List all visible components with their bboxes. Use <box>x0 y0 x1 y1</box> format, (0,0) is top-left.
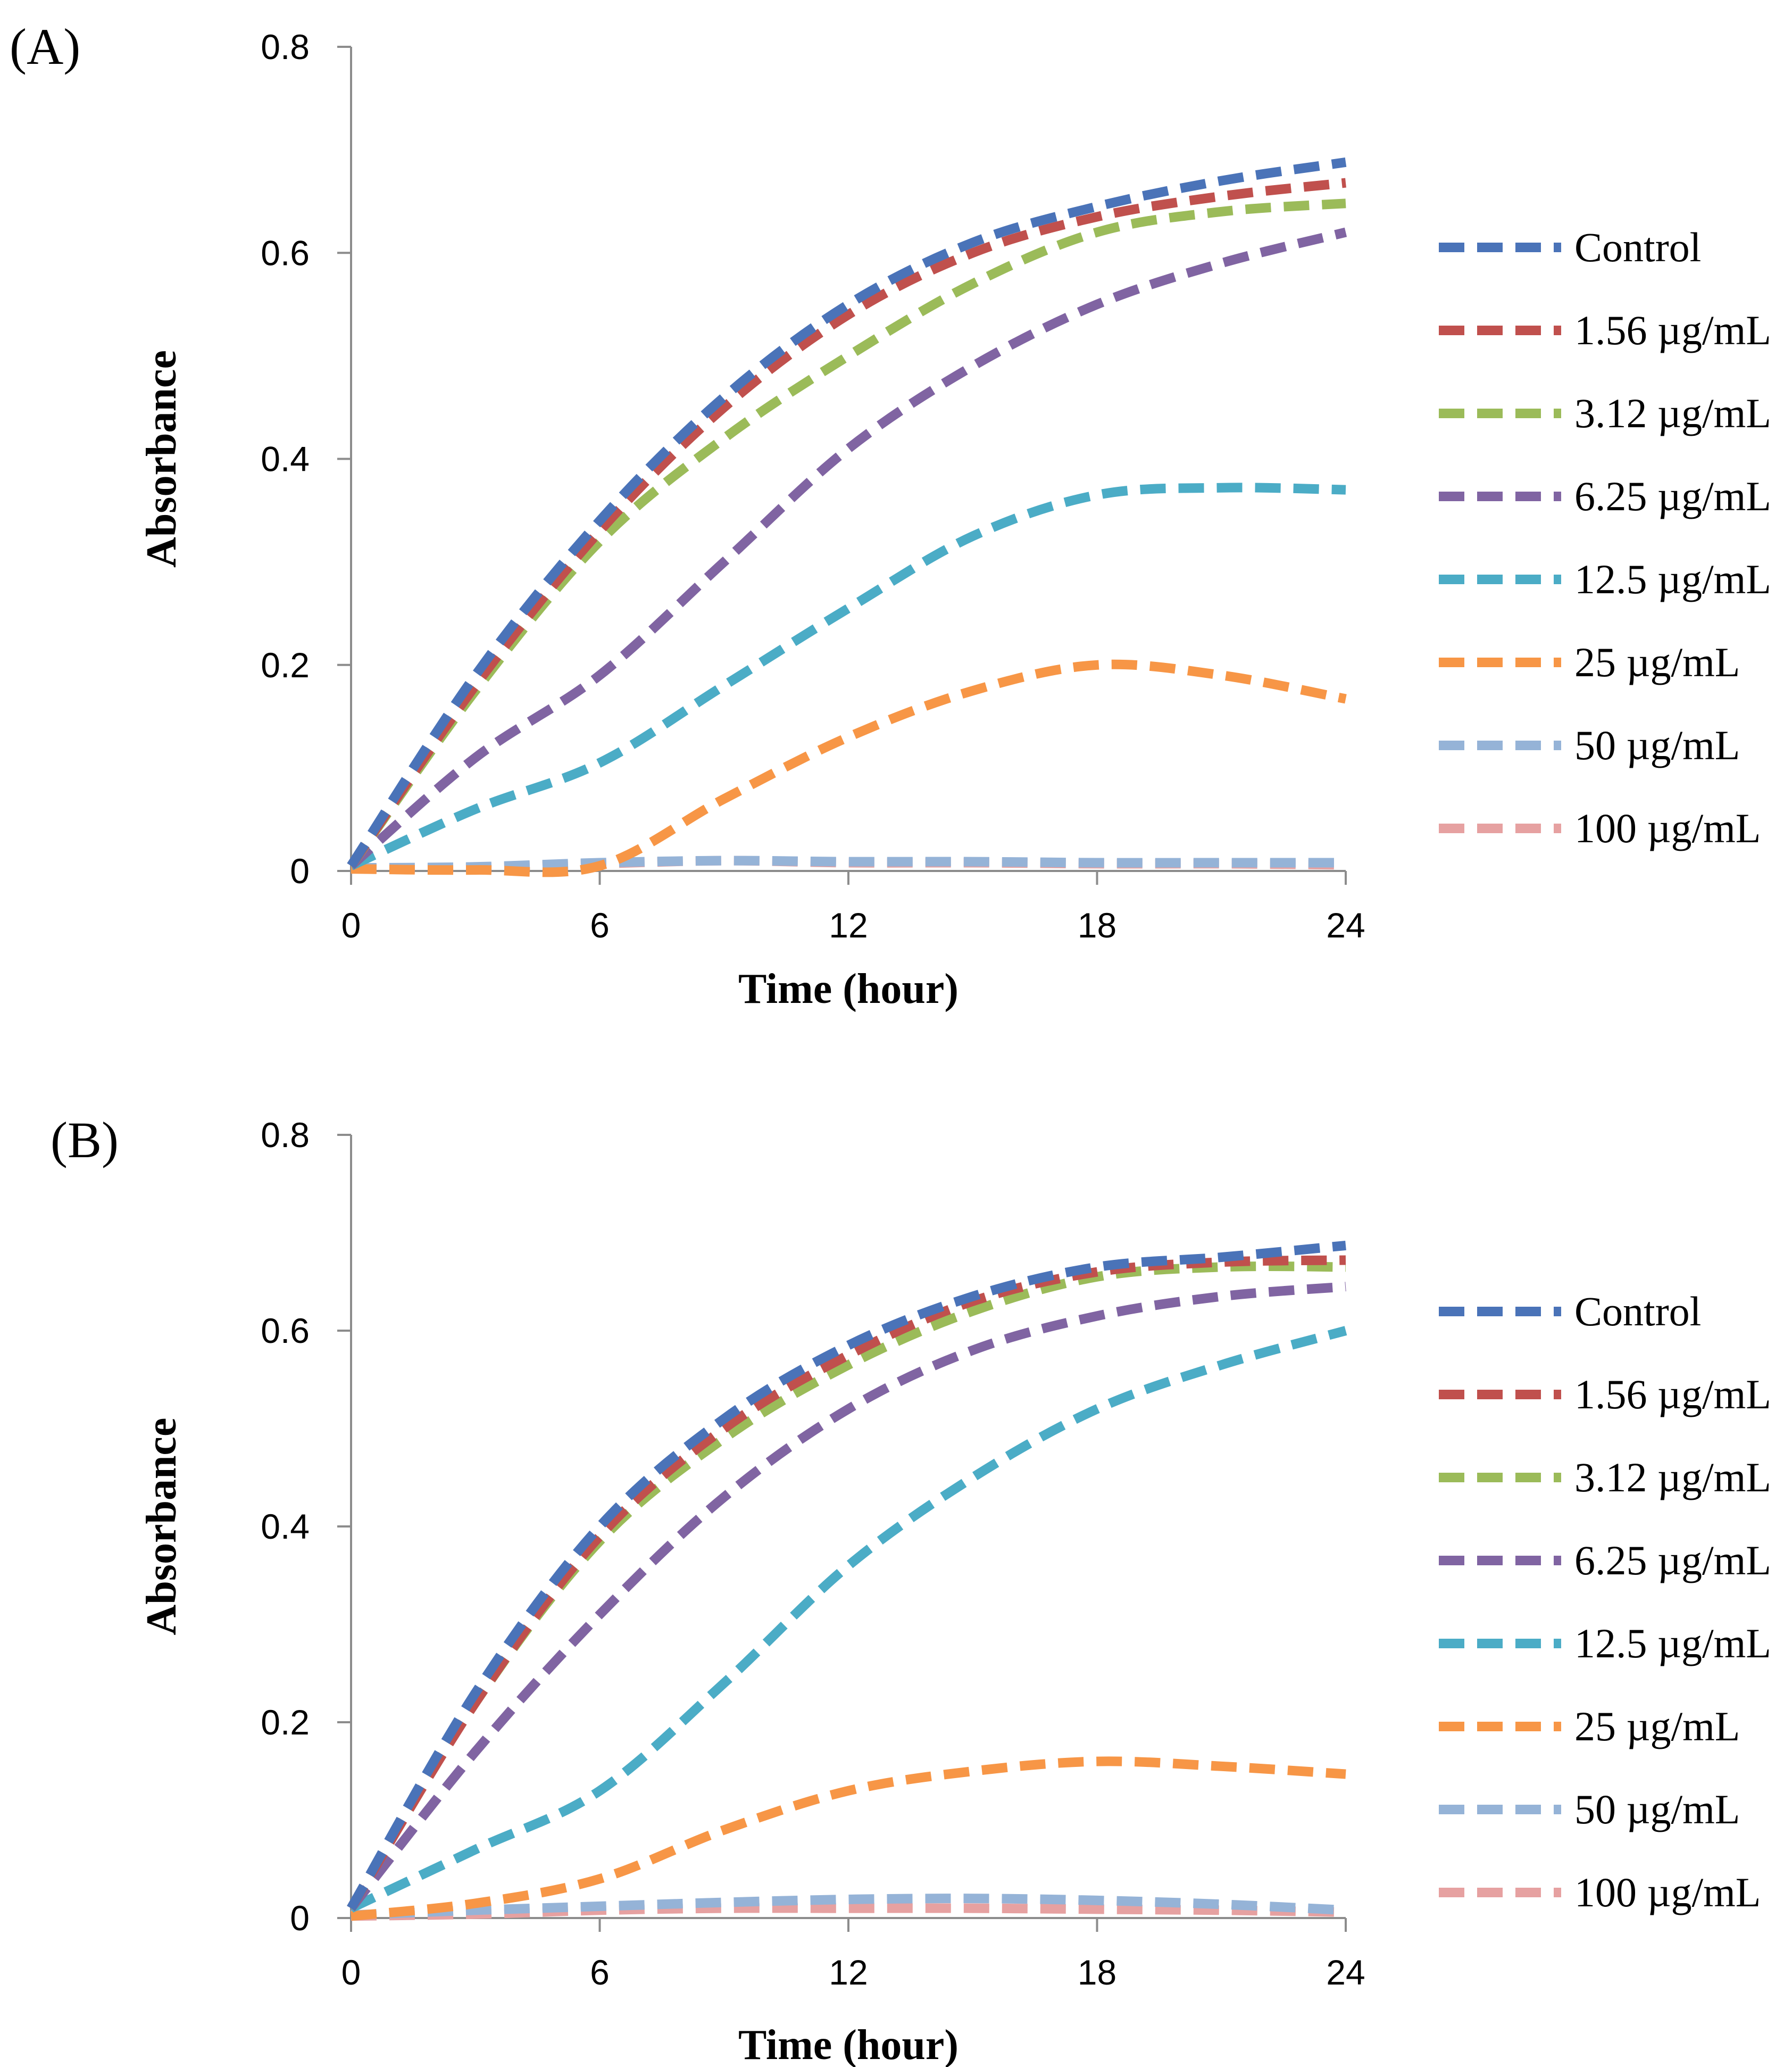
series-line-0 <box>347 157 1347 869</box>
legend-item: Control <box>1439 224 1701 270</box>
y-tick-label: 0 <box>290 1898 310 1938</box>
x-tick-label: 12 <box>829 1953 868 1992</box>
legend-label: 6.25 µg/mL <box>1574 1537 1771 1583</box>
x-tick-label: 24 <box>1326 1953 1365 1992</box>
series-line-3 <box>347 1282 1346 1912</box>
series-line-1 <box>347 178 1346 869</box>
y-axis-title: Absorbance <box>138 1418 185 1636</box>
series-line-1 <box>347 1255 1346 1911</box>
legend-label: 100 µg/mL <box>1574 1869 1761 1915</box>
legend-item: 1.56 µg/mL <box>1439 1371 1771 1417</box>
x-tick-label: 18 <box>1078 1953 1116 1992</box>
legend-label: 12.5 µg/mL <box>1574 556 1771 602</box>
legend-item: 50 µg/mL <box>1439 1786 1740 1832</box>
legend-item: 25 µg/mL <box>1439 1703 1740 1749</box>
legend-item: 50 µg/mL <box>1439 722 1740 768</box>
legend-label: 25 µg/mL <box>1574 1703 1740 1749</box>
legend-item: 1.56 µg/mL <box>1439 307 1771 353</box>
legend-label: 50 µg/mL <box>1574 722 1740 768</box>
y-tick-label: 0.6 <box>261 233 310 272</box>
legend-item: 100 µg/mL <box>1439 1869 1761 1915</box>
chart-panel-a: (A) 0 0.2 0.4 0.6 0.8 0 6 12 18 24 Time (hour) Absor… <box>10 18 1771 1012</box>
series-line-7 <box>351 1903 1346 1921</box>
legend-label: Control <box>1574 224 1701 270</box>
panel-label: (A) <box>10 18 80 75</box>
legend-label: 100 µg/mL <box>1574 805 1761 851</box>
legend-label: 1.56 µg/mL <box>1574 1371 1771 1417</box>
x-axis-title: Time (hour) <box>738 966 958 1012</box>
y-tick-label: 0.4 <box>261 439 310 479</box>
x-tick-label: 0 <box>341 1953 361 1992</box>
legend-item: 100 µg/mL <box>1439 805 1761 851</box>
legend-label: 1.56 µg/mL <box>1574 307 1771 353</box>
y-tick-label: 0.6 <box>261 1311 310 1350</box>
y-axis-title: Absorbance <box>138 350 185 568</box>
legend: Control 1.56 µg/mL 3.12 µg/mL 6.25 µg/mL 12.… <box>1439 1288 1771 1915</box>
series-line-5 <box>351 1756 1346 1921</box>
legend-label: 3.12 µg/mL <box>1574 1454 1771 1500</box>
x-tick-label: 18 <box>1078 906 1116 945</box>
y-tick-label: 0.2 <box>261 645 310 685</box>
x-tick-label: 6 <box>590 1953 610 1992</box>
series-line-0 <box>347 1240 1346 1911</box>
legend-item: Control <box>1439 1288 1701 1334</box>
y-tick-label: 0.8 <box>261 27 310 67</box>
y-tick-label: 0.2 <box>261 1703 310 1742</box>
legend-item: 12.5 µg/mL <box>1439 1620 1771 1666</box>
legend-item: 12.5 µg/mL <box>1439 556 1771 602</box>
legend: Control 1.56 µg/mL 3.12 µg/mL 6.25 µg/mL 12.… <box>1439 224 1771 851</box>
y-tick-label: 0.8 <box>261 1115 310 1155</box>
legend-item: 3.12 µg/mL <box>1439 1454 1771 1500</box>
x-tick-label: 0 <box>341 906 361 945</box>
legend-item: 6.25 µg/mL <box>1439 1537 1771 1583</box>
series-line-2 <box>347 198 1346 869</box>
chart-panel-b: (B) 0 0.2 0.4 0.6 0.8 0 6 12 18 24 Time (hour) Absor… <box>51 1111 1771 2067</box>
legend-item: 3.12 µg/mL <box>1439 390 1771 436</box>
x-tick-label: 6 <box>590 906 610 945</box>
x-tick-label: 12 <box>829 906 868 945</box>
series-line-6 <box>351 1894 1346 1920</box>
series-line-4 <box>349 1326 1347 1913</box>
legend-label: 25 µg/mL <box>1574 639 1740 685</box>
x-axis-title: Time (hour) <box>738 2022 958 2067</box>
legend-label: 6.25 µg/mL <box>1574 473 1771 519</box>
legend-item: 25 µg/mL <box>1439 639 1740 685</box>
series-line-4 <box>349 483 1346 870</box>
legend-label: 12.5 µg/mL <box>1574 1620 1771 1666</box>
y-tick-label: 0 <box>290 851 310 891</box>
series-line-3 <box>348 227 1347 870</box>
legend-item: 6.25 µg/mL <box>1439 473 1771 519</box>
series-line-6 <box>351 856 1346 873</box>
y-tick-label: 0.4 <box>261 1507 310 1546</box>
series-line-5 <box>351 659 1347 877</box>
legend-label: 3.12 µg/mL <box>1574 390 1771 436</box>
x-tick-label: 24 <box>1326 906 1365 945</box>
series-line-2 <box>347 1261 1346 1911</box>
legend-label: Control <box>1574 1288 1701 1334</box>
legend-label: 50 µg/mL <box>1574 1786 1740 1832</box>
panel-label: (B) <box>51 1111 119 1168</box>
